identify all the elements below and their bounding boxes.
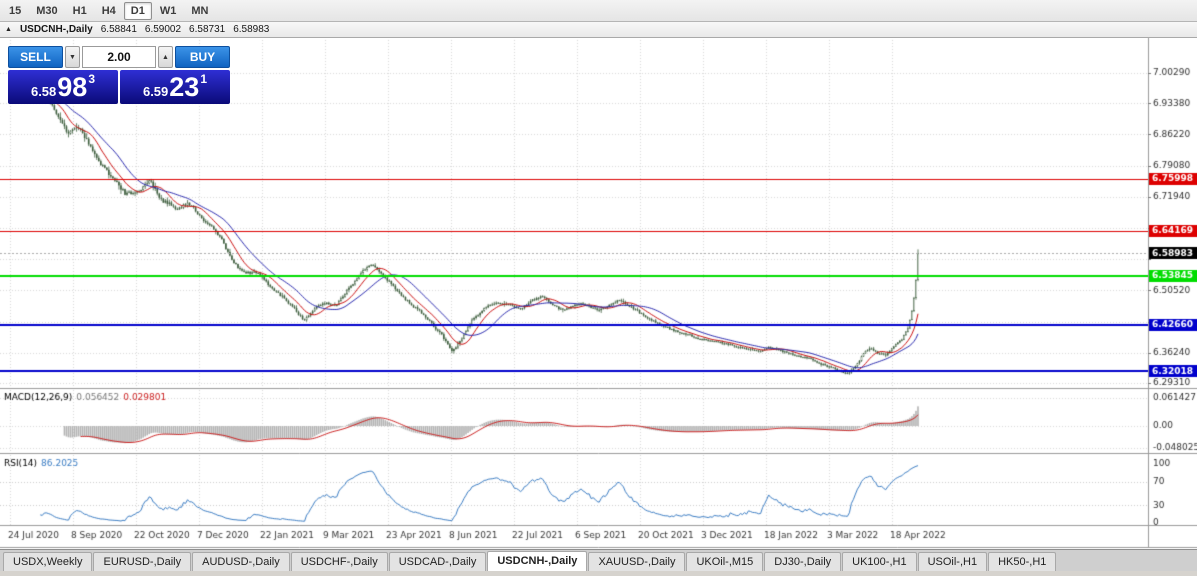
sell-price-sup: 3 xyxy=(88,72,96,86)
tab-eurusd-daily[interactable]: EURUSD-,Daily xyxy=(93,552,192,571)
tab-usdchf-daily[interactable]: USDCHF-,Daily xyxy=(290,552,388,571)
volume-increase-button[interactable]: ▲ xyxy=(158,46,173,68)
tab-audusd-daily[interactable]: AUDUSD-,Daily xyxy=(192,552,290,571)
chart-symbol-title: USDCNH-,Daily xyxy=(19,24,93,35)
sell-price-display[interactable]: 6.58 98 3 xyxy=(8,70,118,104)
tab-uk100-h1[interactable]: UK100-,H1 xyxy=(842,552,917,571)
buy-price-big: 23 xyxy=(169,72,200,102)
buy-price-sup: 1 xyxy=(200,72,208,86)
tab-usdx-weekly[interactable]: USDX,Weekly xyxy=(3,552,93,571)
one-click-trading-panel: SELL ▼ ▲ BUY 6.58 98 3 6.59 23 1 xyxy=(8,46,230,104)
timeframe-button-d1[interactable]: D1 xyxy=(123,1,152,20)
tab-ukoil-m15[interactable]: UKOil-,M15 xyxy=(686,552,764,571)
ohlc-close: 6.58983 xyxy=(233,24,270,35)
timeframe-button-m30[interactable]: M30 xyxy=(29,2,64,20)
timeframe-button-h1[interactable]: H1 xyxy=(66,2,94,20)
sell-price-prefix: 6.58 xyxy=(30,84,57,99)
timeframe-button-w1[interactable]: W1 xyxy=(153,2,184,20)
ohlc-low: 6.58731 xyxy=(189,24,226,35)
timeframe-button-m15[interactable]: 15 xyxy=(2,2,28,20)
sell-price-big: 98 xyxy=(57,72,88,102)
ohlc-high: 6.59002 xyxy=(144,24,182,35)
tab-dj30-daily[interactable]: DJ30-,Daily xyxy=(764,552,842,571)
chart-canvas[interactable] xyxy=(0,38,1197,549)
sell-button[interactable]: SELL xyxy=(8,46,63,68)
tab-usoil-h1[interactable]: USOil-,H1 xyxy=(917,552,988,571)
buy-button[interactable]: BUY xyxy=(175,46,230,68)
tab-usdcad-daily[interactable]: USDCAD-,Daily xyxy=(388,552,487,571)
collapse-triangle-icon[interactable]: ▲ xyxy=(5,26,12,33)
buy-price-display[interactable]: 6.59 23 1 xyxy=(120,70,230,104)
volume-decrease-button[interactable]: ▼ xyxy=(65,46,80,68)
chevron-down-icon: ▼ xyxy=(69,53,76,61)
ohlc-open: 6.58841 xyxy=(100,24,137,35)
tab-xauusd-daily[interactable]: XAUUSD-,Daily xyxy=(588,552,686,571)
chart-window: ▲ USDCNH-,Daily 6.58841 6.59002 6.58731 … xyxy=(0,22,1197,549)
chart-tabs-bar: USDX,Weekly EURUSD-,Daily AUDUSD-,Daily … xyxy=(0,549,1197,571)
timeframe-button-mn[interactable]: MN xyxy=(184,2,215,20)
timeframe-toolbar: 15 M30 H1 H4 D1 W1 MN xyxy=(0,0,1197,22)
horizontal-scrollbar[interactable] xyxy=(0,571,1197,576)
buy-price-prefix: 6.59 xyxy=(142,84,169,99)
tab-hk50-h1[interactable]: HK50-,H1 xyxy=(988,552,1057,571)
chart-title-bar: ▲ USDCNH-,Daily 6.58841 6.59002 6.58731 … xyxy=(0,22,1197,38)
volume-input[interactable] xyxy=(82,46,156,68)
chevron-up-icon: ▲ xyxy=(162,53,169,61)
tab-usdcnh-daily[interactable]: USDCNH-,Daily xyxy=(487,551,588,571)
timeframe-button-h4[interactable]: H4 xyxy=(95,2,123,20)
